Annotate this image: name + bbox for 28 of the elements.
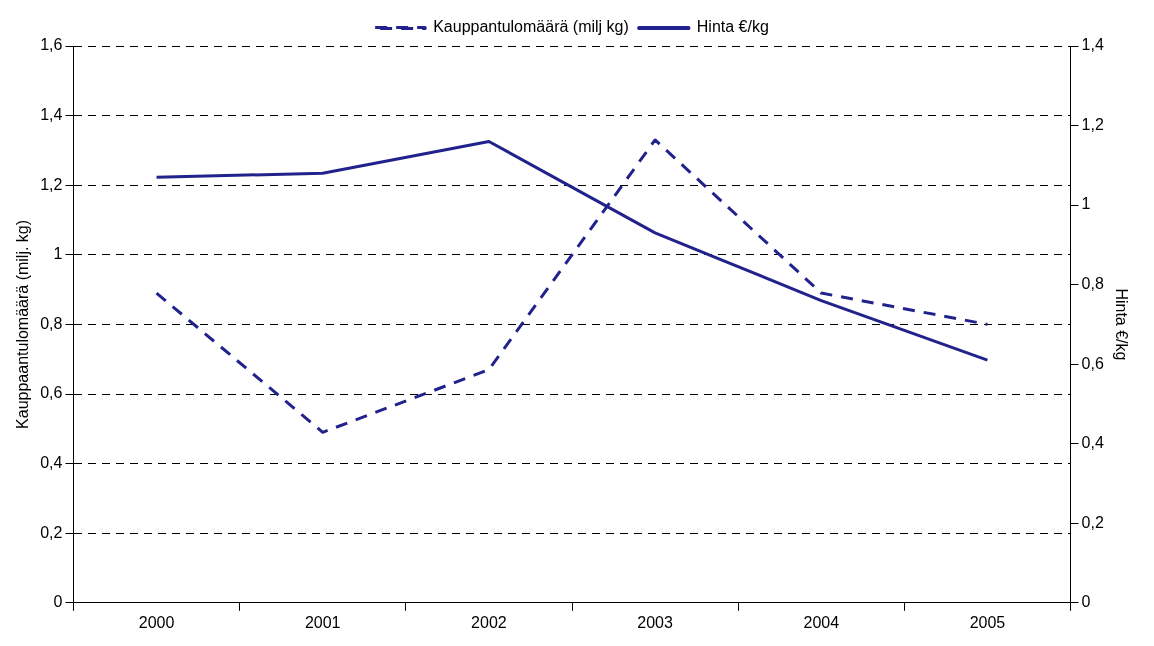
y2-tick-label: 0,8 (1081, 275, 1104, 293)
x-tick-label: 2002 (471, 613, 507, 631)
x-tick-label: 2003 (637, 613, 673, 631)
y-tick-label: 1,2 (40, 175, 63, 193)
x-tick-label: 2004 (803, 613, 840, 631)
y2-tick-label: 1 (1081, 195, 1091, 213)
x-tick-label: 2000 (138, 613, 175, 631)
y-axis-title: Kauppaantulomäärä (milj. kg) (14, 219, 32, 429)
y-tick-label: 0,8 (40, 314, 63, 332)
x-tick-label: 2001 (304, 613, 341, 631)
y-tick-label: 0,4 (40, 454, 63, 472)
y2-tick-label: 1,2 (1081, 115, 1104, 133)
y2-tick-label: 0 (1081, 593, 1091, 611)
x-tick-label: 2005 (969, 613, 1006, 631)
y2-axis-title: Hinta €/kg (1112, 288, 1130, 361)
y-tick-label: 1,6 (40, 36, 63, 54)
y-tick-label: 0,2 (40, 523, 63, 541)
y2-tick-label: 0,2 (1081, 513, 1104, 531)
y2-tick-label: 1,4 (1081, 36, 1104, 54)
legend-label: Hinta €/kg (696, 18, 769, 36)
y-tick-label: 1 (53, 245, 63, 263)
y2-tick-label: 0,6 (1081, 354, 1104, 372)
y-tick-label: 1,4 (40, 106, 63, 124)
y-tick-label: 0 (53, 593, 63, 611)
line-series (155, 138, 989, 434)
y-tick-label: 0,6 (40, 384, 63, 402)
y2-tick-label: 0,4 (1081, 434, 1104, 452)
legend-label: Kauppantulomäärä (milj kg) (433, 18, 629, 36)
